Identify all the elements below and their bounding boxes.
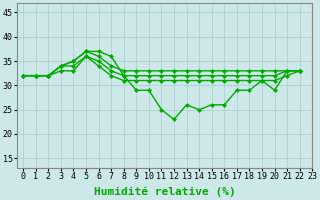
X-axis label: Humidité relative (%): Humidité relative (%) (94, 187, 236, 197)
